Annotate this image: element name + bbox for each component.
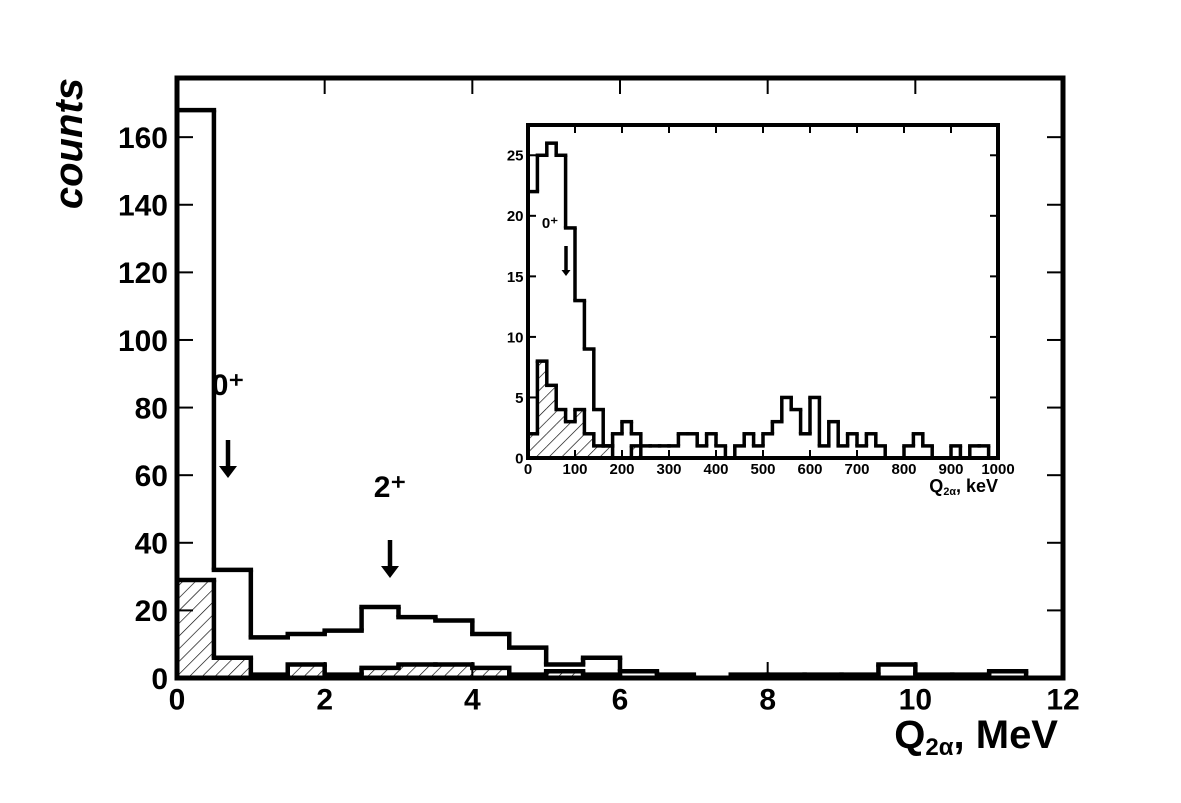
hatched-bar: [593, 445, 604, 458]
y-tick-label: 160: [118, 122, 168, 155]
y-tick-label: 5: [515, 390, 523, 407]
annotation: 0⁺: [212, 369, 245, 402]
x-tick-label: 100: [562, 461, 587, 478]
x-tick-label: 900: [938, 461, 963, 478]
x-tick-label: 800: [891, 461, 916, 478]
hatched-bar: [575, 409, 585, 458]
y-tick-label: 140: [118, 190, 168, 223]
y-tick-label: 25: [507, 148, 524, 165]
y-tick-label: 80: [135, 392, 168, 425]
x-tick-label: 600: [797, 461, 822, 478]
annotation-arrowhead: [219, 466, 237, 478]
x-tick-label: 2: [316, 684, 333, 717]
x-tick-label: 6: [612, 684, 629, 717]
x-tick-label: 400: [703, 461, 728, 478]
x-tick-label: 700: [844, 461, 869, 478]
x-axis-label: Q2α, keV: [929, 476, 998, 498]
x-tick-label: 0: [169, 684, 186, 717]
hatched-bar: [287, 664, 325, 678]
annotation: 0⁺: [542, 215, 558, 232]
y-axis-label: counts: [47, 78, 91, 209]
y-tick-label: 120: [118, 257, 168, 290]
hatched-bar: [528, 433, 538, 458]
plot-1: 0 100 200 300 400 500 600 700 800 900 1000 0 5 10 15 20…: [507, 123, 1015, 498]
annotation: 2⁺: [374, 471, 407, 504]
x-axis-label-part: 2α: [925, 734, 953, 761]
x-axis-label-part: , MeV: [954, 713, 1059, 757]
x-tick-label: 0: [524, 461, 532, 478]
x-tick-label: 10: [899, 684, 932, 717]
x-tick-label: 300: [656, 461, 681, 478]
annotation-arrowhead: [561, 270, 571, 276]
hatched-bar: [584, 433, 594, 458]
y-tick-label: 15: [507, 269, 524, 286]
hatched-bar: [213, 657, 251, 678]
hatched-bar: [631, 445, 641, 458]
y-tick-label: 10: [507, 329, 524, 346]
x-tick-label: 8: [759, 684, 776, 717]
y-tick-label: 20: [507, 208, 524, 225]
hatched-bar: [546, 385, 557, 458]
hatched-bar: [472, 667, 510, 678]
y-tick-label: 20: [135, 595, 168, 628]
y-tick-label: 100: [118, 325, 168, 358]
hatched-bar: [398, 664, 436, 678]
hatched-bar: [565, 421, 575, 458]
y-tick-label: 0: [151, 663, 168, 696]
hatched-bar: [546, 671, 584, 678]
x-tick-label: 1000: [981, 461, 1014, 478]
x-axis-label: Q2α, MeV: [894, 713, 1058, 761]
annotation-arrowhead: [381, 566, 399, 578]
x-tick-label: 200: [609, 461, 634, 478]
y-tick-label: 40: [135, 528, 168, 561]
x-tick-label: 500: [750, 461, 775, 478]
hatched-bar: [361, 667, 399, 678]
x-tick-label: 12: [1046, 684, 1079, 717]
x-axis-label-part: , keV: [956, 476, 998, 496]
plot-area: [528, 125, 998, 458]
hatched-bar: [435, 664, 473, 678]
x-axis-label-part: 2α: [943, 486, 956, 498]
y-tick-label: 60: [135, 460, 168, 493]
x-tick-label: 4: [464, 684, 481, 717]
y-tick-label: 0: [515, 450, 523, 467]
hatched-bar: [556, 409, 566, 458]
hatched-bar: [603, 445, 613, 458]
x-axis-label-part: Q: [929, 476, 943, 496]
hatched-bar: [177, 579, 214, 678]
hatched-bar: [537, 361, 547, 458]
x-axis-label-part: Q: [894, 713, 925, 757]
